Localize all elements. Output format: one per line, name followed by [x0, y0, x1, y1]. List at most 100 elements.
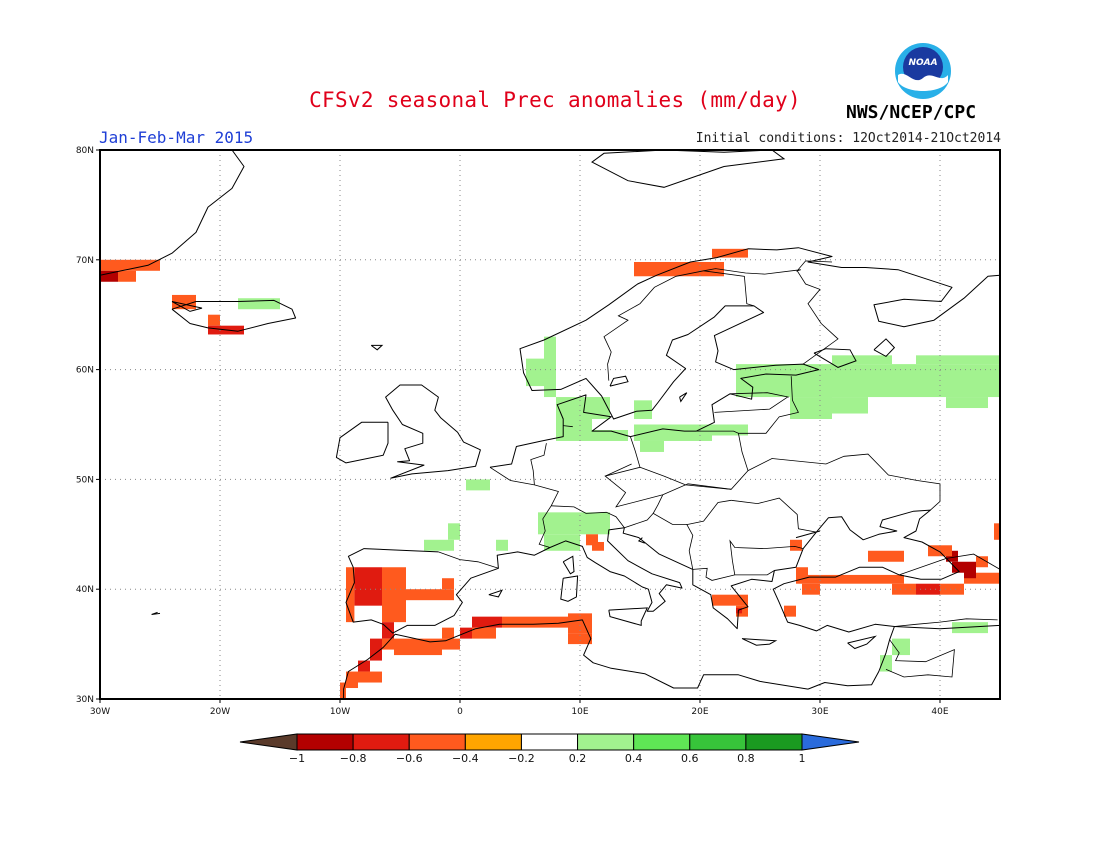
colorbar-high-arrow	[801, 733, 860, 751]
colorbar-bin	[689, 733, 747, 751]
anomaly-cell	[946, 397, 988, 409]
anomaly-cell	[640, 440, 664, 452]
anomaly-cell	[964, 572, 1000, 584]
anomaly-cell	[916, 583, 940, 595]
anomaly-cell	[634, 424, 712, 441]
country-border	[729, 539, 804, 575]
lat-tick-label: 40N	[76, 585, 94, 595]
colorbar-bin	[464, 733, 522, 751]
lon-tick-label: 10E	[571, 707, 588, 717]
colorbar-low-arrow	[239, 733, 298, 751]
lat-tick-label: 60N	[76, 366, 94, 376]
anomaly-cell	[634, 261, 724, 277]
country-border	[530, 443, 547, 485]
anomaly-cell	[976, 556, 988, 568]
anomaly-cell	[448, 523, 460, 540]
anomaly-cell	[442, 578, 454, 590]
country-border	[796, 270, 839, 365]
anomaly-cell	[502, 616, 568, 628]
anomaly-cell	[556, 419, 592, 430]
lake-outline	[873, 338, 896, 358]
anomaly-cell	[358, 660, 370, 672]
lake-outline	[171, 301, 203, 312]
logo-wave	[898, 73, 948, 91]
anomaly-cell	[394, 638, 442, 656]
anomaly-cell	[238, 298, 280, 310]
coastlines	[99, 149, 1001, 699]
anomaly-cell	[354, 567, 382, 606]
lat-tick-label: 50N	[76, 475, 94, 485]
logo-text: NOAA	[908, 58, 937, 68]
coastline	[345, 509, 960, 690]
country-border	[603, 270, 704, 381]
coastline	[489, 247, 1001, 468]
anomaly-cell	[820, 397, 868, 414]
country-border	[686, 524, 694, 570]
period-label: Jan-Feb-Mar 2015	[99, 128, 254, 147]
anomaly-cell	[568, 633, 592, 645]
colorbar-label: 0.2	[569, 752, 587, 765]
island-outline	[370, 344, 384, 351]
coastline	[894, 624, 1001, 630]
anomaly-cell	[994, 523, 1000, 540]
anomaly-cell	[208, 314, 220, 326]
lat-tick-label: 70N	[76, 256, 94, 266]
country-border	[747, 453, 941, 511]
colorbar-label: −0.4	[452, 752, 479, 765]
anomaly-cell	[712, 248, 748, 258]
country-border	[703, 270, 755, 307]
island-outline	[608, 607, 649, 627]
anomaly-cell	[466, 479, 490, 491]
country-border	[894, 618, 998, 627]
anomaly-cell	[382, 567, 406, 623]
initial-conditions-label: Initial conditions: 12Oct2014-21Oct2014	[695, 131, 1001, 146]
island-outline	[637, 537, 645, 544]
coastline	[385, 384, 481, 479]
country-border	[639, 466, 732, 490]
colorbar-label: −0.6	[396, 752, 423, 765]
lon-tick-label: 20E	[691, 707, 708, 717]
island-outline	[560, 575, 579, 602]
map-frame	[99, 149, 1001, 700]
anomaly-cell	[346, 567, 355, 623]
anomaly-cell	[892, 638, 910, 656]
anomaly-cell	[952, 561, 964, 573]
island-outline	[741, 638, 778, 646]
coastline	[335, 421, 389, 464]
colorbar-bin	[633, 733, 691, 751]
country-border	[899, 553, 1001, 576]
anomaly-cell	[406, 589, 454, 601]
anomaly-cell	[736, 364, 1000, 398]
anomaly-cell	[346, 671, 358, 689]
anomaly-cells	[100, 248, 1000, 699]
anomaly-cell	[538, 512, 610, 535]
anomaly-cell	[940, 583, 964, 595]
anomaly-cell	[382, 638, 394, 650]
anomaly-cell	[556, 429, 628, 441]
anomaly-cell	[892, 583, 916, 595]
anomaly-cell	[784, 605, 796, 617]
anomaly-cell	[796, 574, 904, 584]
island-outline	[488, 589, 504, 598]
anomaly-cell	[442, 638, 460, 650]
anomaly-cell	[460, 627, 472, 639]
island-outline	[591, 149, 786, 188]
coastline	[171, 299, 297, 332]
anomaly-cell	[736, 607, 742, 614]
anomaly-cell	[712, 594, 748, 606]
chart-title: CFSv2 seasonal Prec anomalies (mm/day)	[309, 88, 801, 112]
anomaly-cell	[340, 682, 346, 699]
colorbar-label: 0.6	[681, 752, 699, 765]
anomaly-cell	[358, 671, 382, 683]
colorbar-bin	[352, 733, 410, 751]
colorbar-label: −0.8	[340, 752, 367, 765]
colorbar-bin	[296, 733, 354, 751]
colorbar-bin	[745, 733, 803, 751]
agency-label: NWS/NCEP/CPC	[846, 102, 977, 123]
lon-tick-label: 0	[457, 707, 463, 717]
colorbar-label: −1	[289, 752, 305, 765]
colorbar-bin	[577, 733, 635, 751]
anomaly-cell	[706, 424, 748, 436]
country-border	[885, 639, 955, 678]
colorbar-bin	[520, 733, 579, 751]
